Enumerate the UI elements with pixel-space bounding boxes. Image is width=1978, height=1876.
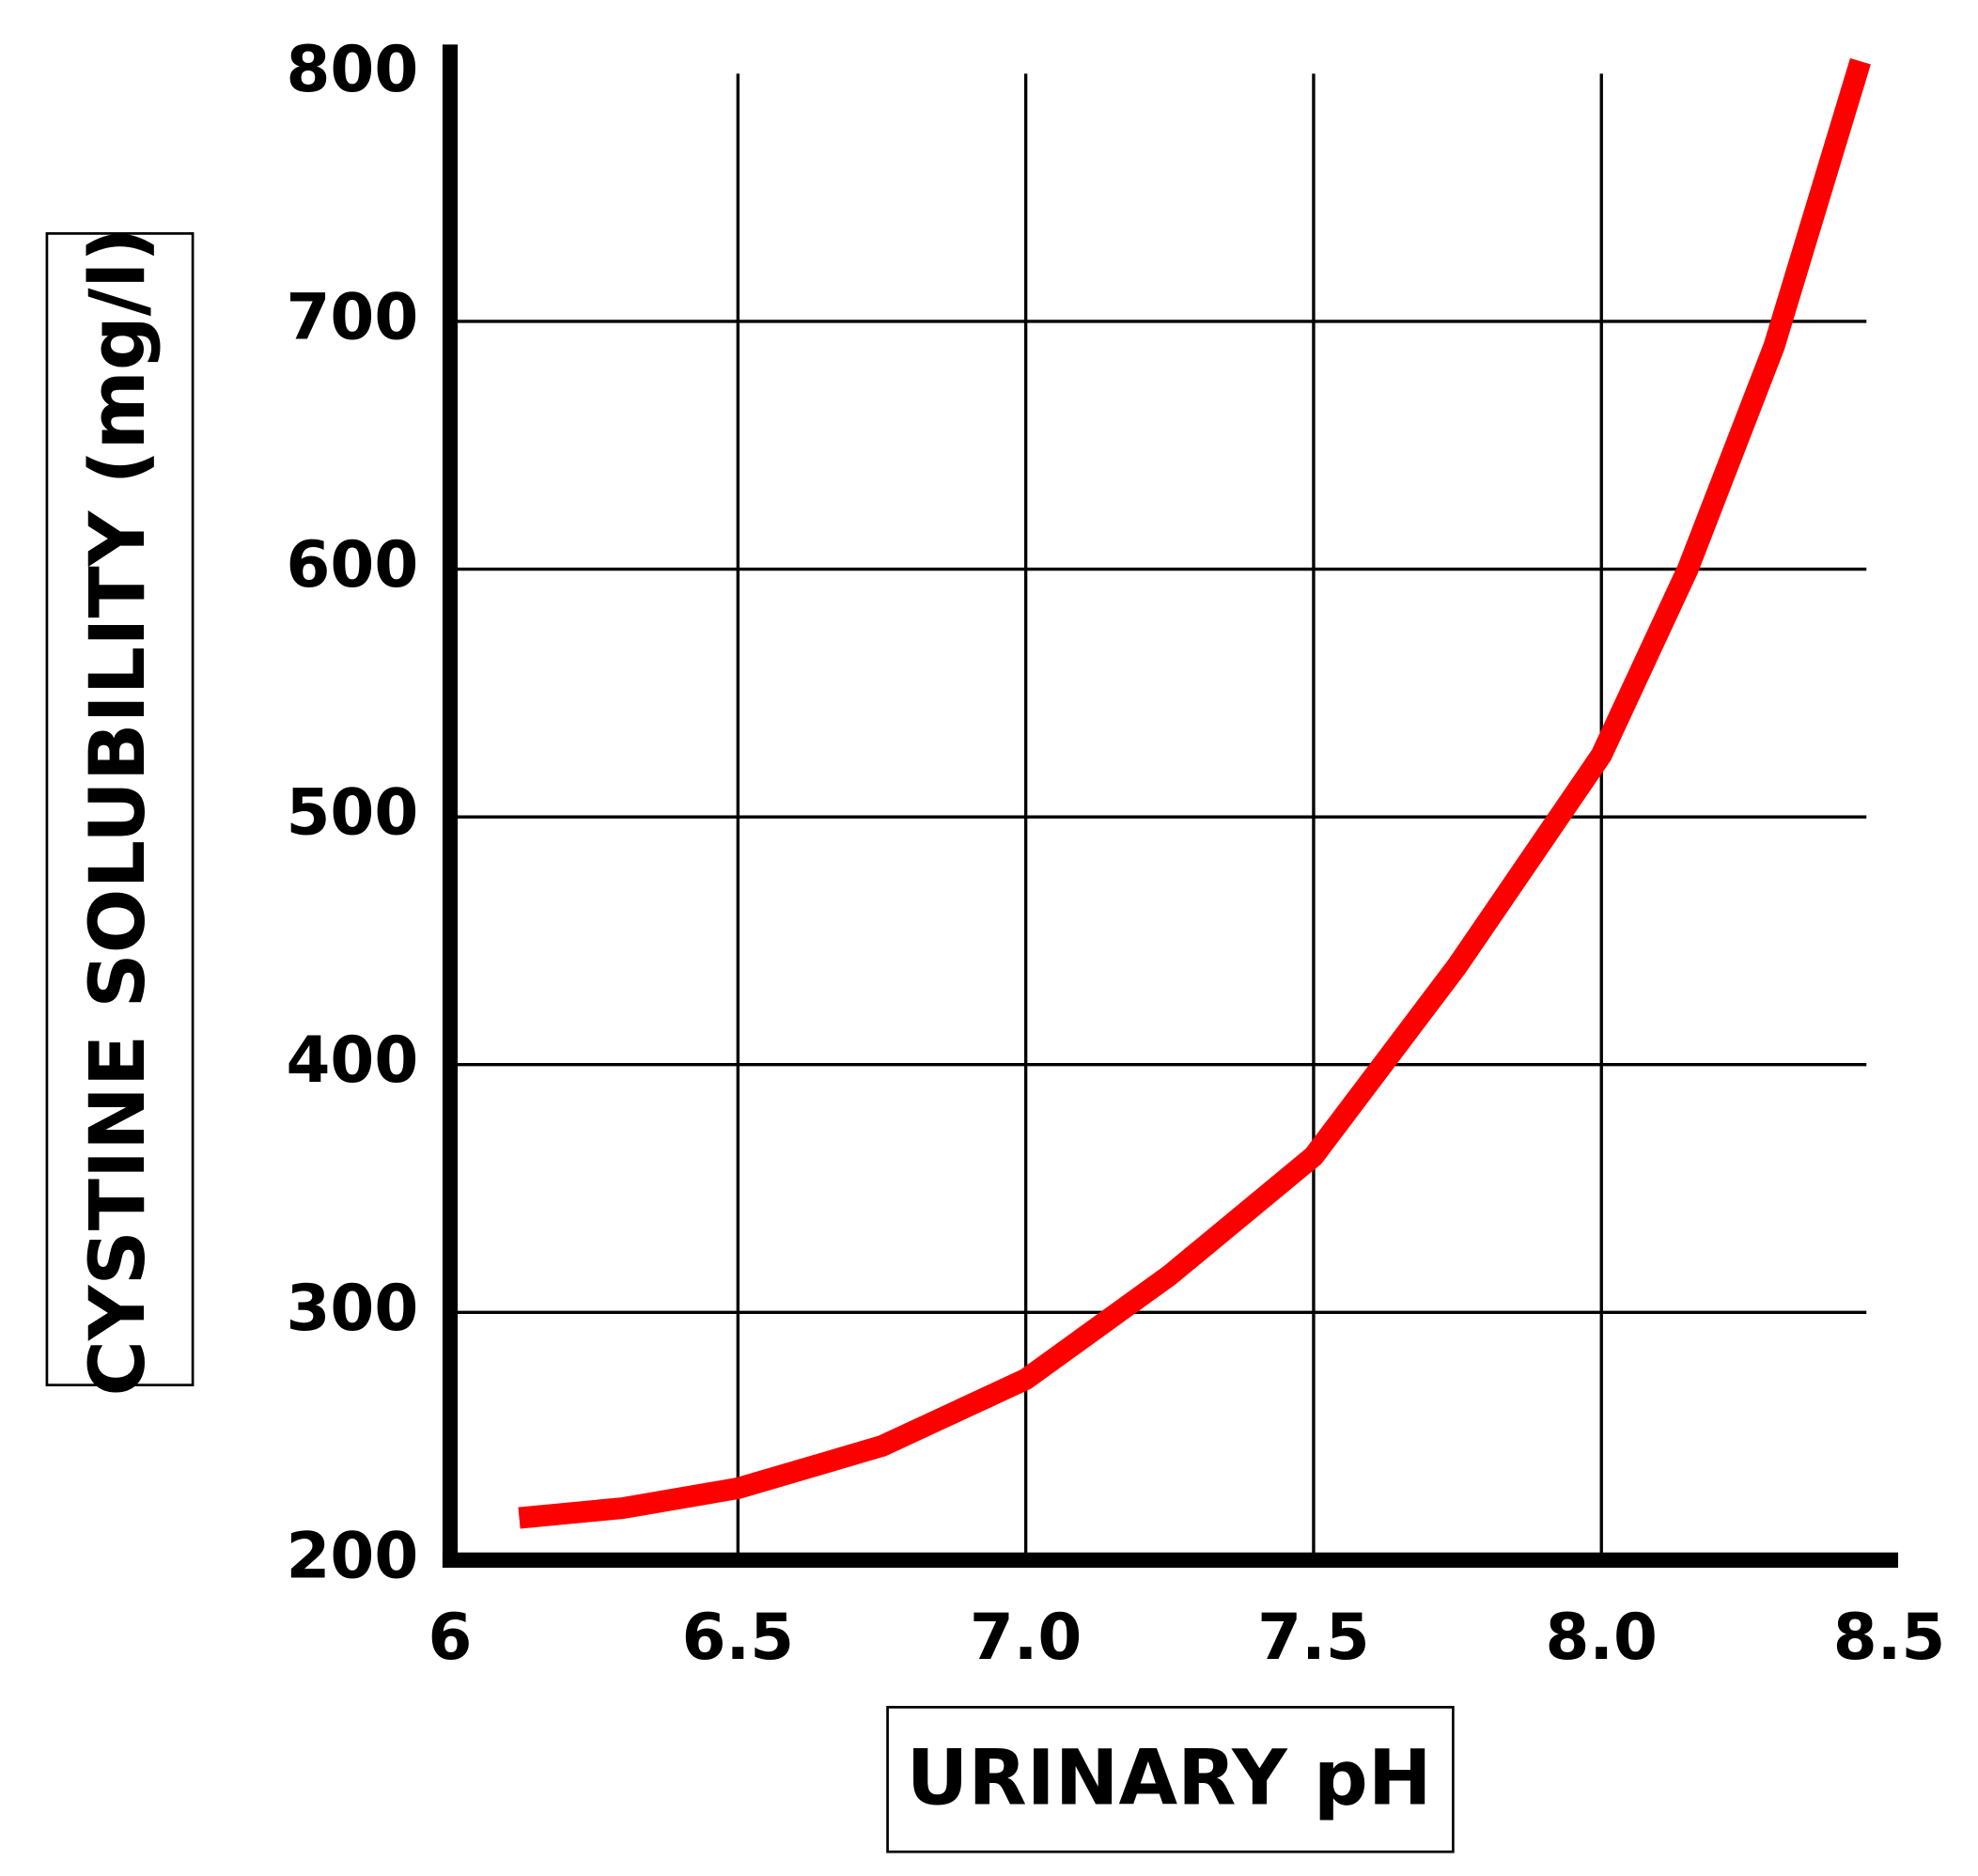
y-axis-title: CYSTINE SOLUBILITY (mg/l)	[74, 227, 163, 1397]
x-tick-label: 6.5	[682, 1600, 794, 1674]
y-tick-label: 300	[286, 1271, 418, 1345]
y-tick-label: 200	[286, 1518, 418, 1592]
y-tick-label: 800	[286, 32, 418, 106]
x-label-box	[886, 1706, 1455, 1853]
x-tick-label: 8.5	[1833, 1600, 1946, 1674]
x-tick-label: 6	[428, 1600, 473, 1674]
x-tick-label: 7.5	[1257, 1600, 1370, 1674]
x-axis-title: URINARY pH	[907, 1734, 1432, 1822]
y-tick-label: 700	[286, 280, 418, 354]
y-tick-label: 600	[286, 527, 418, 602]
x-tick-label: 8.0	[1545, 1600, 1658, 1674]
y-tick-label: 400	[286, 1023, 418, 1097]
x-tick-label: 7.0	[970, 1600, 1082, 1674]
data-line	[518, 57, 1871, 1529]
y-tick-label: 500	[286, 775, 418, 850]
y-label-box	[45, 232, 195, 1386]
